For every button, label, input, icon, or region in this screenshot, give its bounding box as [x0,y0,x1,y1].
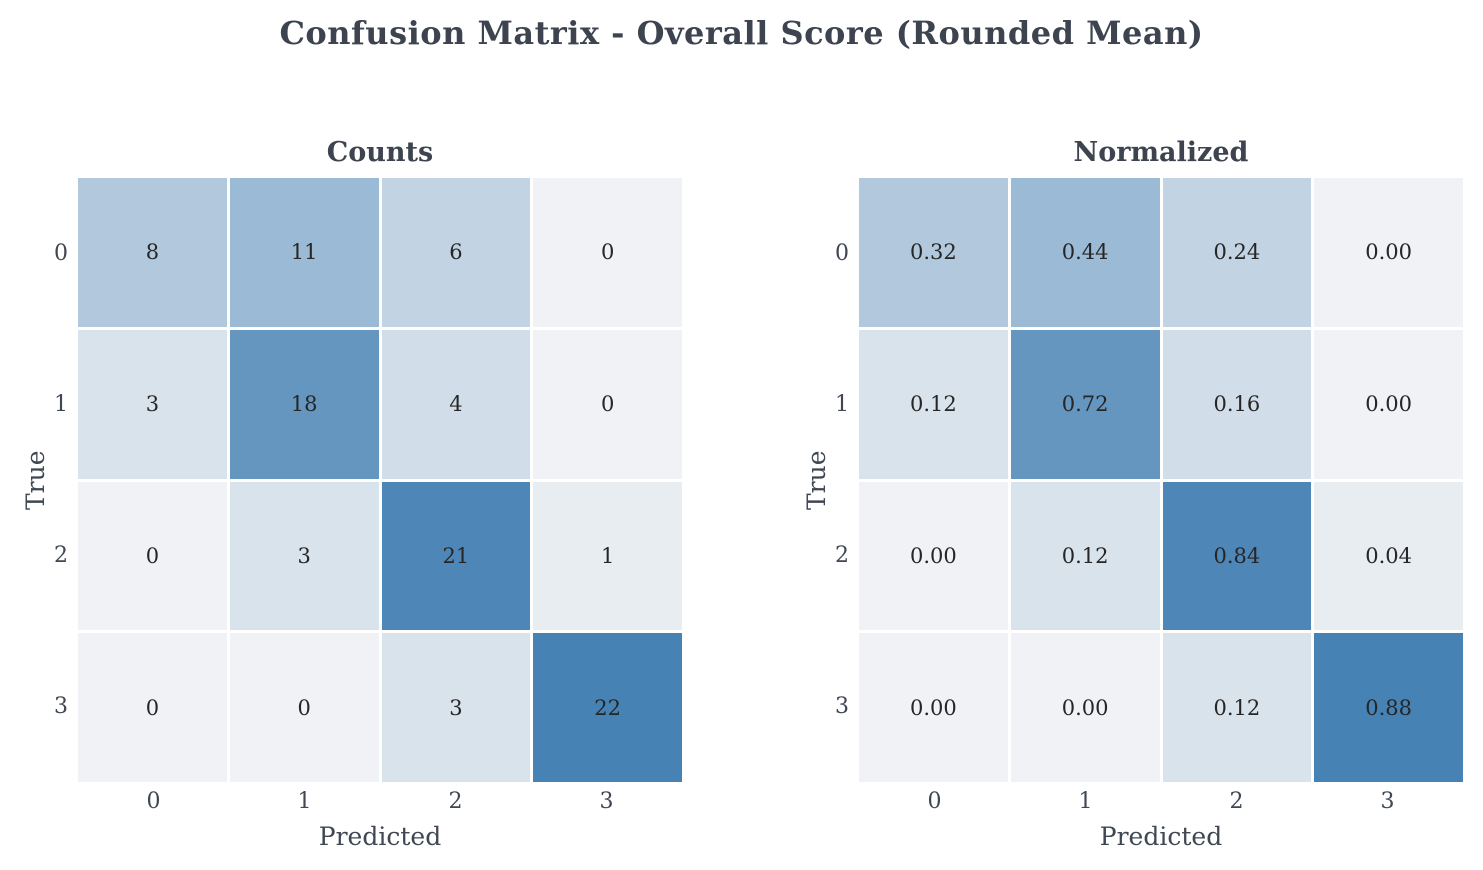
heatmap-grid-counts: 8 11 6 0 3 18 4 0 0 3 21 1 0 0 3 22 [78,178,682,782]
heatmap-cell-r2c3: 0.04 [1314,481,1463,631]
y-axis-label: True [21,450,50,510]
figure-title: Confusion Matrix - Overall Score (Rounde… [279,14,1204,52]
y-tick-label-1: 1 [835,392,849,417]
subplot-title-normalized: Normalized [1073,137,1249,168]
heatmap-cell-r3c0: 0 [78,633,227,782]
heatmap-cell-r0c0: 0.32 [859,178,1008,327]
heatmap-cell-r3c2: 0.12 [1162,633,1312,782]
heatmap-cell-r1c0: 0.12 [859,329,1008,479]
heatmap-cell-r0c1: 0.44 [1010,178,1160,327]
heatmap-cell-r3c1: 0 [229,633,379,782]
heatmap-cell-r3c0: 0.00 [859,633,1008,782]
x-axis-label: Predicted [318,822,442,851]
heatmap-cell-r1c1: 18 [229,329,379,479]
heatmap-cell-r0c2: 0.24 [1162,178,1312,327]
heatmap-cell-r1c3: 0.00 [1314,329,1463,479]
heatmap-cell-r0c1: 11 [229,178,379,327]
y-tick-label-1: 1 [54,392,68,417]
x-tick-label-1: 1 [1078,789,1093,814]
heatmap-cell-r1c0: 3 [78,329,227,479]
x-tick-label-2: 2 [1229,789,1244,814]
heatmap-cell-r2c0: 0.00 [859,481,1008,631]
y-tick-label-2: 2 [835,543,849,568]
heatmap-cell-r0c2: 6 [381,178,531,327]
heatmap-cell-r2c1: 0.12 [1010,481,1160,631]
y-tick-label-2: 2 [54,543,68,568]
heatmap-cell-r0c3: 0 [533,178,682,327]
y-tick-label-3: 3 [835,694,849,719]
heatmap-grid-normalized: 0.32 0.44 0.24 0.00 0.12 0.72 0.16 0.00 0.00 0.12… [859,178,1463,782]
y-tick-label-0: 0 [54,241,68,266]
heatmap-cell-r2c2: 21 [381,481,531,631]
heatmap-cell-r3c2: 3 [381,633,531,782]
y-tick-label-3: 3 [54,694,68,719]
x-tick-label-2: 2 [448,789,463,814]
y-axis-ticks: 0 1 2 3 [34,178,68,782]
y-axis-ticks: 0 1 2 3 [815,178,849,782]
x-axis-ticks: 0 1 2 3 [859,789,1463,814]
heatmap-cell-r1c2: 4 [381,329,531,479]
subplot-normalized: Normalized 0.32 0.44 0.24 0.00 0.12 0.72 0.16 0… [802,137,1463,851]
heatmap-cell-r2c3: 1 [533,481,682,631]
x-tick-label-3: 3 [599,789,614,814]
x-tick-label-0: 0 [927,789,942,814]
subplot-title-counts: Counts [326,137,434,168]
heatmap-cell-r3c1: 0.00 [1010,633,1160,782]
heatmap-cell-r3c3: 0.88 [1314,633,1463,782]
x-axis-label: Predicted [1099,822,1223,851]
heatmap-cell-r3c3: 22 [533,633,682,782]
heatmap-cell-r2c2: 0.84 [1162,481,1312,631]
heatmap-cell-r1c3: 0 [533,329,682,479]
heatmap-cell-r0c3: 0.00 [1314,178,1463,327]
heatmap-cell-r2c0: 0 [78,481,227,631]
x-tick-label-1: 1 [297,789,312,814]
heatmap-cell-r2c1: 3 [229,481,379,631]
x-tick-label-0: 0 [146,789,161,814]
heatmap-cell-r1c1: 0.72 [1010,329,1160,479]
heatmap-cell-r1c2: 0.16 [1162,329,1312,479]
x-axis-ticks: 0 1 2 3 [78,789,682,814]
y-axis-label: True [802,450,831,510]
heatmap-cell-r0c0: 8 [78,178,227,327]
x-tick-label-3: 3 [1380,789,1395,814]
y-tick-label-0: 0 [835,241,849,266]
